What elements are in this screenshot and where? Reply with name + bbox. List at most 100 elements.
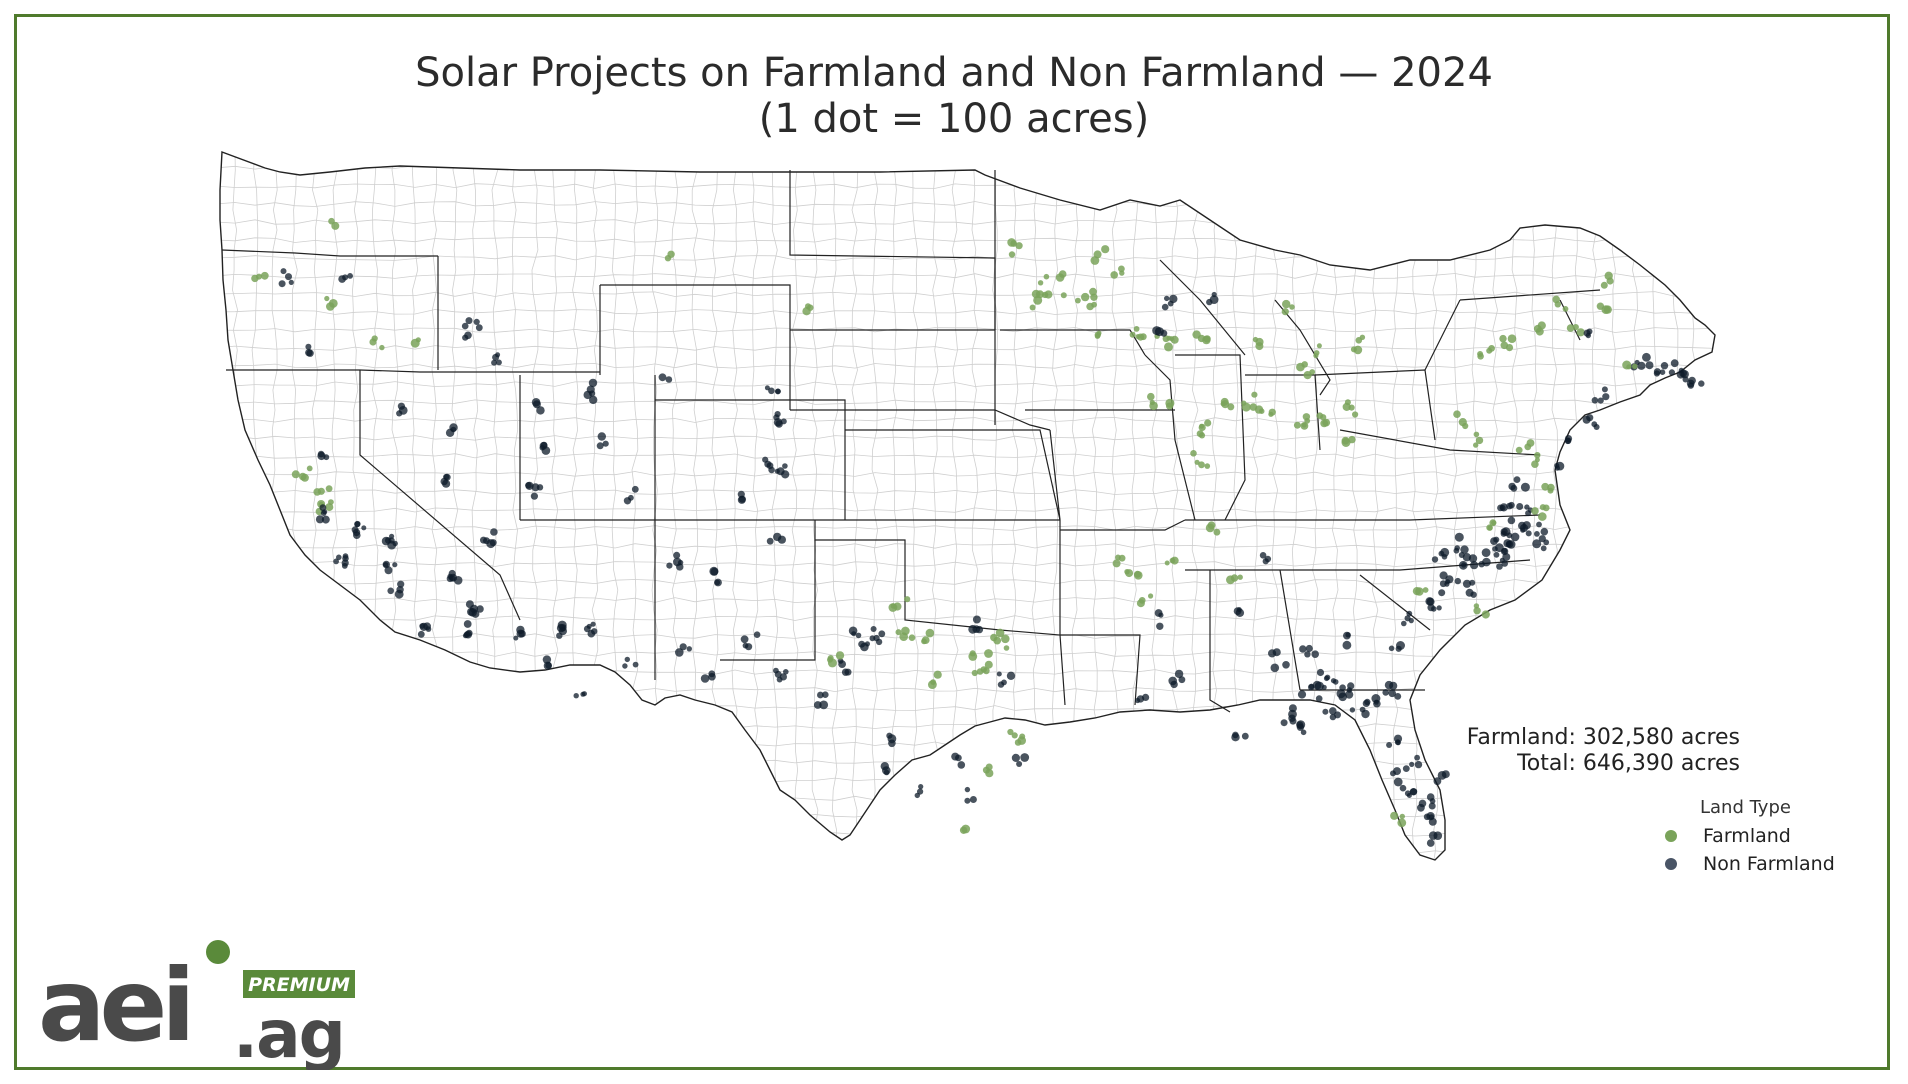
non-farmland-dot [536, 406, 545, 415]
county-line [451, 152, 459, 860]
premium-badge [243, 970, 355, 998]
county-line [220, 831, 1715, 837]
county-line [231, 152, 239, 860]
non-farmland-dot [1209, 295, 1219, 304]
farmland-dot [1531, 507, 1539, 515]
non-farmland-dot [1262, 558, 1269, 565]
county-line [220, 507, 1715, 513]
non-farmland-dot [1305, 644, 1313, 653]
farmland-dot [1534, 452, 1541, 459]
farmland-dot [1118, 554, 1126, 562]
county-line [1251, 152, 1259, 860]
farmland-dot [1341, 438, 1351, 447]
farmland-dot [1093, 250, 1102, 259]
non-farmland-dot [708, 673, 716, 681]
farmland-dot [1302, 413, 1311, 421]
non-farmland-dot [1453, 547, 1460, 554]
county-line [1391, 152, 1399, 860]
state-border [226, 369, 600, 373]
non-farmland-dot [1342, 640, 1352, 650]
state-border [1424, 299, 1461, 371]
non-farmland-dot [417, 630, 425, 638]
farmland-dot [1596, 302, 1605, 310]
non-farmland-dot [1454, 532, 1464, 542]
farmland-dot [1133, 326, 1140, 332]
state-border [1060, 519, 1186, 531]
non-farmland-dot [1304, 651, 1311, 658]
non-farmland-dot [278, 280, 286, 288]
non-farmland-dot [1506, 541, 1512, 547]
county-line [220, 152, 1715, 153]
farmland-dot [908, 634, 916, 641]
county-line [571, 152, 579, 860]
farmland-dot [1473, 431, 1480, 438]
non-farmland-dot [1270, 663, 1280, 673]
non-farmland-dot [1329, 707, 1337, 715]
farmland-dot [1094, 331, 1101, 339]
farmland-dot [1531, 460, 1539, 469]
non-farmland-dot [1506, 532, 1513, 539]
farmland-dot [1192, 330, 1201, 339]
non-farmland-dot [1393, 734, 1403, 743]
non-farmland-dot [321, 515, 330, 524]
non-farmland-dot [1524, 504, 1530, 510]
farmland-dot [1110, 271, 1118, 279]
county-line [220, 543, 1715, 549]
non-farmland-dot [887, 734, 897, 744]
state-border [720, 540, 816, 661]
non-farmland-dot [1433, 777, 1442, 786]
county-line [220, 471, 1715, 477]
non-farmland-dot [969, 796, 977, 803]
non-farmland-dot [1345, 690, 1354, 699]
farmland-dot [1348, 404, 1355, 411]
non-farmland-dot [1272, 648, 1281, 657]
non-farmland-dot [686, 646, 692, 652]
farmland-dot [1033, 295, 1043, 305]
non-farmland-dot [531, 483, 540, 492]
farmland-dot [1473, 442, 1479, 448]
non-farmland-dot [837, 658, 844, 664]
farmland-dot [1139, 333, 1147, 341]
farmland-dot [324, 295, 330, 302]
non-farmland-dot [972, 615, 981, 624]
farmland-dot [1148, 593, 1154, 599]
non-farmland-dot [773, 532, 782, 542]
farmland-dot [1600, 281, 1608, 289]
farmland-dot [1081, 292, 1090, 302]
county-line [731, 152, 739, 860]
non-farmland-dot [1601, 386, 1608, 393]
non-farmland-dot [1322, 708, 1329, 715]
non-farmland-dot [964, 797, 971, 804]
non-farmland-dot [557, 620, 567, 630]
farmland-dot [899, 632, 908, 641]
non-farmland-dot [513, 635, 519, 641]
non-farmland-dot [530, 492, 538, 500]
farmland-dot [1399, 813, 1406, 820]
farmland-dot [1309, 369, 1316, 375]
farmland-dot [1554, 301, 1562, 308]
farmland-dot [1190, 450, 1197, 457]
county-line [331, 152, 338, 860]
farmland-dot [1136, 599, 1145, 608]
county-line [220, 777, 1715, 783]
non-farmland-dot [396, 586, 404, 594]
farmland-dot [1355, 337, 1363, 344]
non-farmland-dot [342, 553, 349, 559]
farmland-dot [1205, 523, 1215, 533]
non-farmland-dot [1324, 674, 1331, 681]
farmland-dot [1101, 245, 1110, 254]
non-farmland-dot [1300, 729, 1307, 736]
non-farmland-dot [1235, 608, 1245, 617]
farmland-dot [1603, 305, 1612, 314]
county-line [215, 150, 218, 870]
farmland-dot [1204, 419, 1212, 427]
non-farmland-dot [1513, 476, 1521, 483]
county-line [1752, 150, 1758, 870]
non-farmland-dot [336, 554, 342, 561]
farmland-dot [827, 658, 837, 668]
county-line [1411, 152, 1419, 860]
farmland-dot [1281, 308, 1289, 316]
farmland-dot [1015, 242, 1023, 250]
county-line [1772, 150, 1778, 870]
farmland-dot [982, 667, 990, 675]
